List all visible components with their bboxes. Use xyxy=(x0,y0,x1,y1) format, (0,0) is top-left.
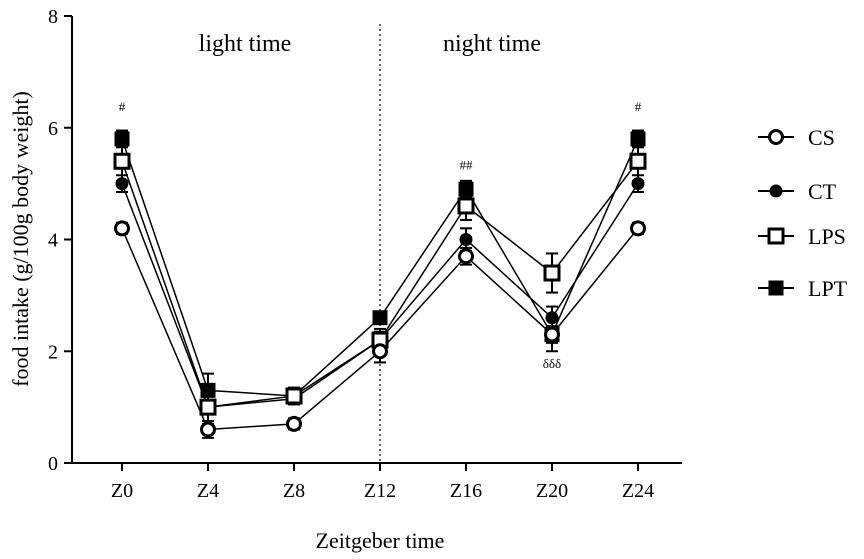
legend-marker-lpt xyxy=(768,280,784,296)
legend-label-cs: CS xyxy=(808,125,835,150)
data-point-lps xyxy=(457,197,475,215)
data-point-lps xyxy=(629,152,647,170)
annotations: ###δδδ# xyxy=(119,99,642,371)
data-point-lpt xyxy=(200,382,216,398)
data-point-cs xyxy=(286,415,302,432)
data-point-ct xyxy=(459,233,473,246)
x-tick-label: Z8 xyxy=(283,480,305,502)
legend-marker-cs xyxy=(768,129,784,145)
data-point-lps xyxy=(543,264,561,282)
x-tick-label: Z16 xyxy=(450,480,482,502)
series-group xyxy=(113,129,647,439)
data-point-ct xyxy=(545,311,559,325)
x-ticks: Z0 Z4 Z8 Z12 Z16 Z20 Z24 xyxy=(111,463,654,502)
legend: CS CT LPS LPT xyxy=(758,125,848,301)
x-tick-label: Z0 xyxy=(111,480,133,502)
night-time-label: night time xyxy=(443,31,541,57)
y-tick-label: 8 xyxy=(48,6,58,28)
data-point-lpt xyxy=(114,131,130,147)
data-point-cs xyxy=(114,220,130,237)
significance-annotation: ## xyxy=(460,158,474,173)
y-axis-title: food intake (g/100g body weight) xyxy=(8,91,33,387)
x-tick-label: Z24 xyxy=(622,480,654,502)
data-point-cs xyxy=(458,248,474,265)
data-point-lps xyxy=(113,152,131,170)
y-tick-label: 4 xyxy=(48,230,58,252)
data-point-cs xyxy=(630,220,646,237)
legend-label-lps: LPS xyxy=(808,224,846,249)
data-point-lpt xyxy=(372,310,388,326)
significance-annotation: # xyxy=(119,99,126,114)
data-point-lps xyxy=(285,387,303,405)
legend-label-ct: CT xyxy=(808,179,837,204)
x-tick-label: Z20 xyxy=(536,480,568,502)
legend-marker-lps xyxy=(767,227,785,245)
legend-label-lpt: LPT xyxy=(808,276,848,301)
data-point-lpt xyxy=(630,131,646,147)
y-tick-label: 0 xyxy=(48,453,58,475)
data-point-cs xyxy=(544,326,560,343)
chart-axes xyxy=(71,16,682,464)
significance-annotation: δδδ xyxy=(543,356,561,371)
y-tick-label: 2 xyxy=(48,341,58,363)
legend-marker-ct xyxy=(769,184,783,198)
x-tick-label: Z4 xyxy=(197,480,219,502)
significance-annotation: # xyxy=(635,99,642,114)
data-point-cs xyxy=(372,343,388,360)
y-ticks: 0 2 4 6 8 xyxy=(48,6,72,475)
data-point-ct xyxy=(631,177,645,191)
light-time-label: light time xyxy=(199,31,292,57)
data-point-lps xyxy=(199,398,217,416)
x-tick-label: Z12 xyxy=(364,480,396,502)
data-point-ct xyxy=(115,177,129,191)
x-axis-title: Zeitgeber time xyxy=(316,528,445,553)
data-point-lpt xyxy=(458,181,474,197)
y-tick-label: 6 xyxy=(48,118,58,140)
data-point-cs xyxy=(200,421,216,438)
